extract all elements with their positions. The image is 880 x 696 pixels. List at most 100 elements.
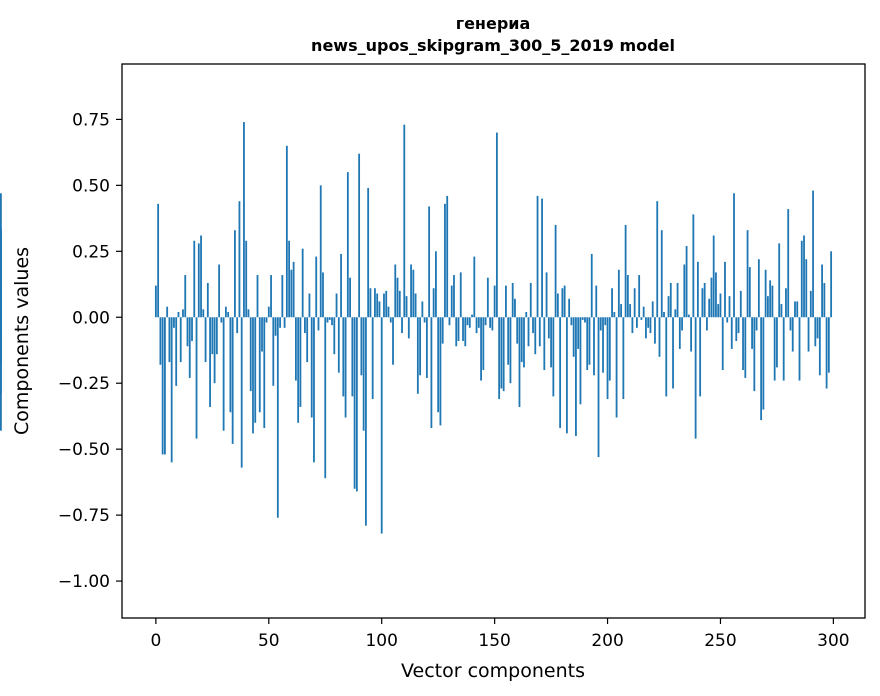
bar-component-0	[154, 285, 157, 318]
bar-component-167	[532, 317, 534, 334]
bar-component-194	[593, 317, 595, 376]
bar-component-17	[193, 240, 196, 318]
bar-component-56	[281, 275, 284, 318]
bar-component-295	[821, 264, 823, 318]
bar-component-38	[240, 317, 243, 468]
bar-component-222	[656, 201, 659, 318]
bar-component-67	[306, 317, 309, 363]
x-tick-label: 200	[591, 631, 623, 651]
bar-component-248	[715, 272, 717, 318]
bar-component-115	[414, 293, 417, 318]
bar-component-233	[681, 317, 683, 331]
bar-component-114	[412, 269, 415, 318]
bar-component-5	[166, 306, 169, 318]
bar-component-164	[525, 311, 528, 318]
bar-component-239	[694, 317, 697, 439]
bar-component-147	[486, 277, 489, 318]
bar-component-223	[658, 317, 661, 357]
bar-component-297	[825, 317, 828, 389]
bar-component-169	[536, 195, 539, 318]
bar-component-121	[428, 206, 431, 318]
bar-component-25	[211, 317, 214, 355]
bar-component-178	[556, 293, 559, 318]
bar-component-122	[430, 317, 433, 429]
x-tick-label: 300	[817, 631, 849, 651]
bar-component-137	[464, 317, 467, 347]
bar-component-143	[477, 317, 480, 328]
bar-component-42	[249, 317, 252, 392]
bar-component-247	[712, 235, 715, 318]
bar-component-277	[780, 304, 783, 318]
bar-component-153	[500, 317, 503, 389]
bar-component-237	[690, 317, 693, 352]
bar-component-19	[197, 243, 200, 318]
bar-component-260	[742, 317, 744, 371]
bar-component-87	[351, 317, 354, 397]
bar-component-157	[509, 317, 512, 384]
bar-component-44	[254, 317, 257, 423]
bar-component-199	[604, 317, 607, 326]
bar-component-11	[179, 317, 182, 363]
bar-component-7	[170, 317, 173, 463]
bar-component-176	[552, 317, 555, 397]
bar-component-282	[791, 317, 794, 352]
bar-component-140	[471, 314, 473, 318]
bar-component-50	[267, 306, 270, 318]
bar-component-58	[285, 145, 288, 318]
bar-component-125	[437, 317, 440, 413]
bar-component-243	[703, 282, 706, 318]
bar-component-190	[584, 317, 586, 323]
bar-component-110	[403, 124, 406, 318]
bar-component-226	[665, 317, 668, 397]
bar-component-203	[613, 311, 616, 318]
bar-component-220	[651, 301, 654, 318]
bar-component-156	[507, 317, 510, 365]
bar-component-33	[229, 317, 232, 413]
bar-component-250	[719, 293, 722, 318]
bar-component-187	[577, 317, 580, 349]
bar-component-30	[222, 317, 225, 431]
bar-component-291	[812, 190, 814, 318]
bar-component-224	[660, 230, 663, 318]
bar-component-2	[159, 317, 162, 365]
bar-component-22	[204, 317, 207, 363]
chart-title-line-1: генериа	[456, 14, 531, 33]
bar-component-76	[326, 317, 329, 323]
bar-component-202	[611, 288, 613, 318]
bar-component-287	[803, 235, 805, 318]
bar-component-97	[374, 288, 376, 318]
bar-component-8	[173, 317, 175, 328]
y-tick-label: −0.75	[58, 506, 110, 526]
bar-component-60	[290, 269, 293, 318]
bar-component-193	[590, 253, 593, 318]
bar-component-219	[649, 317, 652, 334]
bar-component-24	[209, 317, 211, 407]
bar-component-166	[529, 282, 532, 318]
bar-component-217	[645, 317, 647, 339]
bar-component-92	[362, 317, 365, 431]
bar-component-180	[561, 288, 564, 318]
bar-component-70	[313, 317, 315, 463]
bar-component-74	[322, 272, 324, 318]
bar-component-undefined	[0, 317, 2, 365]
bar-component-242	[701, 288, 704, 318]
bar-component-168	[534, 317, 537, 355]
bar-component-54	[276, 317, 279, 518]
bar-component-144	[480, 317, 482, 381]
bar-component-184	[570, 317, 573, 326]
bar-component-134	[457, 317, 460, 341]
bar-component-108	[398, 290, 401, 318]
bar-component-77	[328, 317, 331, 320]
bar-component-81	[337, 317, 340, 373]
bar-component-49	[265, 317, 268, 323]
bar-component-41	[247, 309, 250, 318]
bar-component-16	[191, 317, 193, 341]
bar-component-37	[238, 201, 241, 318]
bar-component-253	[726, 317, 729, 323]
y-tick-label: −0.25	[58, 374, 110, 394]
bar-component-173	[545, 272, 548, 318]
bar-component-40	[245, 240, 248, 318]
bar-component-48	[263, 317, 266, 429]
x-tick-label: 250	[704, 631, 736, 651]
